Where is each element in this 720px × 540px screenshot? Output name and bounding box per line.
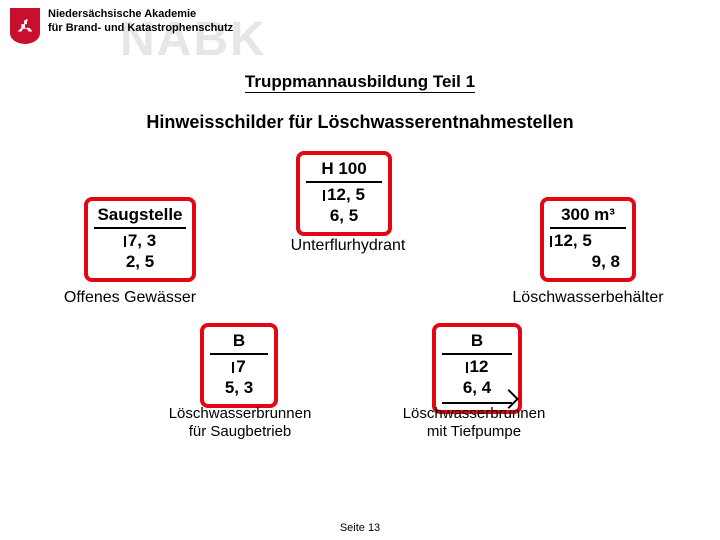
sign-bot: 2, 5	[94, 252, 186, 272]
sign-top: Saugstelle	[94, 205, 186, 229]
tick-icon	[323, 190, 325, 201]
sign-label-brunnen_saug: Löschwasserbrunnenfür Saugbetrieb	[150, 405, 330, 441]
sign-behaelter: 300 m³12, 59, 8	[540, 197, 636, 282]
page-footer: Seite 13	[0, 522, 720, 534]
diagram-stage: H 10012, 56, 5UnterflurhydrantSaugstelle…	[0, 139, 720, 539]
header: Niedersächsische Akademie für Brand- und…	[0, 0, 720, 66]
pump-arrow-icon	[442, 402, 512, 404]
sign-mid: 12, 5	[550, 229, 626, 251]
sign-label-behaelter: Löschwasserbehälter	[498, 289, 678, 307]
sign-mid: 12	[442, 355, 512, 377]
section-title: Hinweisschilder für Löschwasserentnahmes…	[0, 112, 720, 133]
sign-brunnen_saug: B75, 3	[200, 323, 278, 408]
sign-bot: 9, 8	[550, 252, 626, 272]
sign-saugstelle: Saugstelle7, 32, 5	[84, 197, 196, 282]
sign-top: 300 m³	[550, 205, 626, 229]
sign-mid: 7	[210, 355, 268, 377]
sign-top: H 100	[306, 159, 382, 183]
tick-icon	[232, 362, 234, 373]
sign-top: B	[442, 331, 512, 355]
tick-icon	[550, 236, 552, 247]
org-name: Niedersächsische Akademie für Brand- und…	[48, 8, 233, 36]
sign-label-saugstelle: Offenes Gewässer	[40, 289, 220, 307]
subtitle-text: Truppmannausbildung Teil 1	[245, 72, 475, 93]
sign-brunnen_tief: B126, 4	[432, 323, 522, 414]
tick-icon	[124, 236, 126, 247]
org-line2: für Brand- und Katastrophenschutz	[48, 22, 233, 36]
sign-mid: 12, 5	[306, 183, 382, 205]
saxony-crest-icon	[10, 8, 40, 44]
sign-bot: 5, 3	[210, 378, 268, 398]
sign-label-brunnen_tief: Löschwasserbrunnenmit Tiefpumpe	[384, 405, 564, 441]
sign-hydrant: H 10012, 56, 5	[296, 151, 392, 236]
org-line1: Niedersächsische Akademie	[48, 8, 233, 22]
tick-icon	[466, 362, 468, 373]
sign-label-hydrant: Unterflurhydrant	[258, 237, 438, 255]
sign-bot: 6, 5	[306, 206, 382, 226]
subtitle: Truppmannausbildung Teil 1	[0, 72, 720, 92]
sign-mid: 7, 3	[94, 229, 186, 251]
sign-top: B	[210, 331, 268, 355]
